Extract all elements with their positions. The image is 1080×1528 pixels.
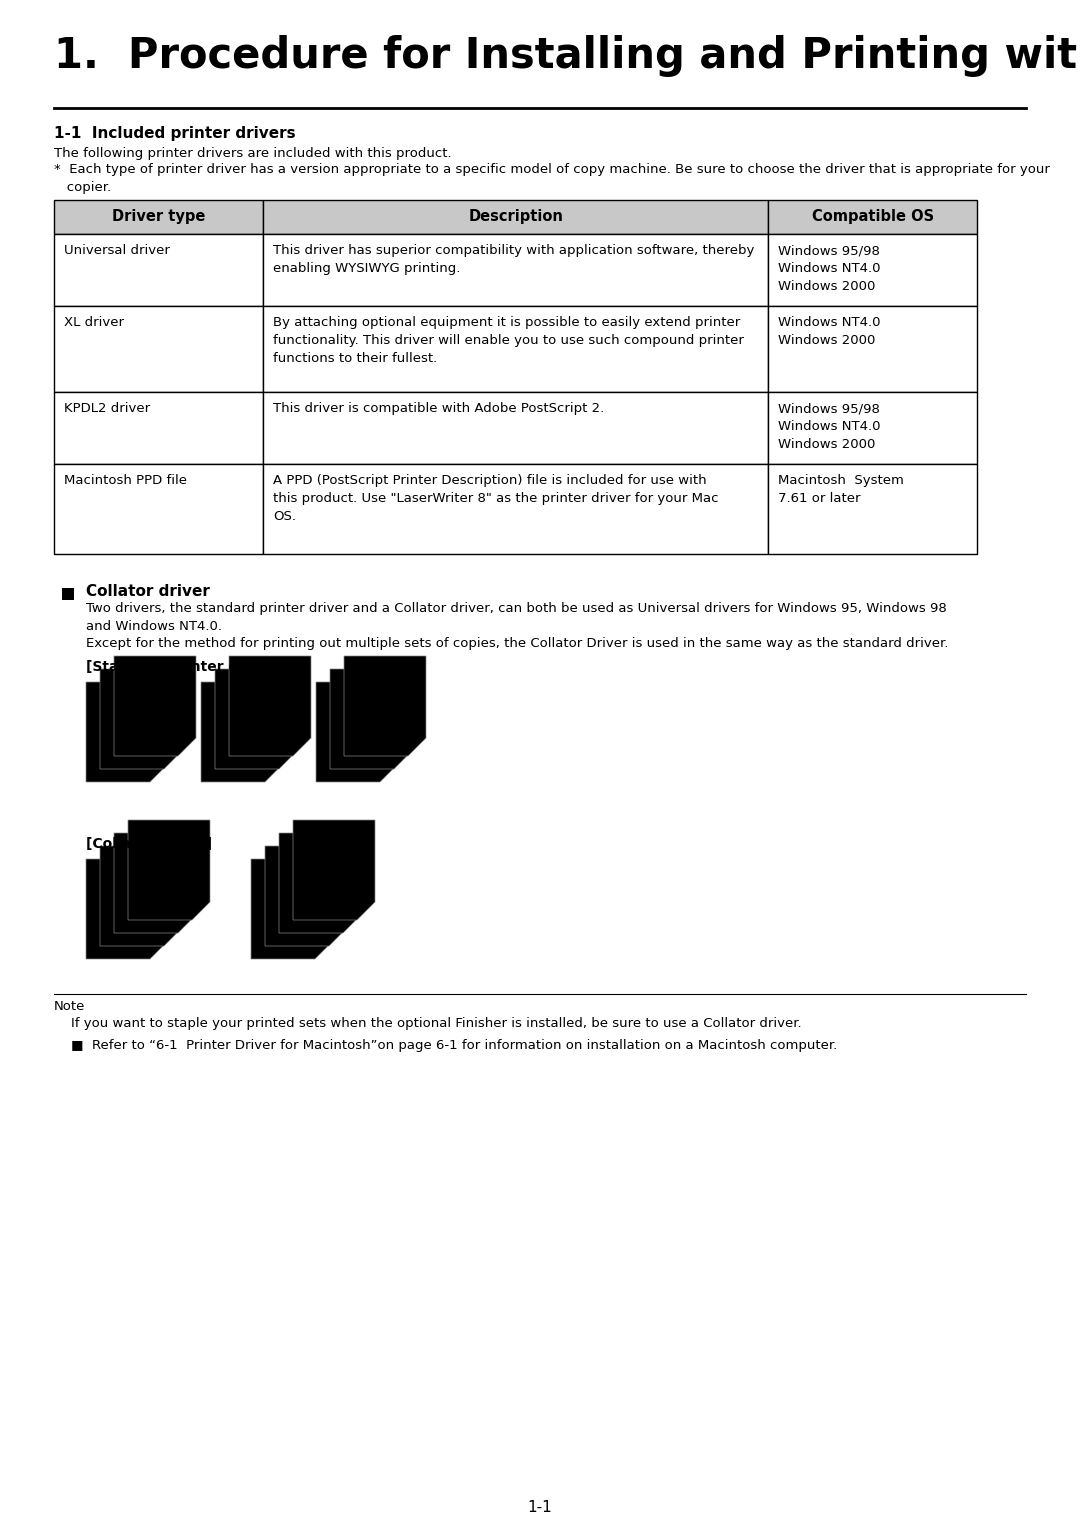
Polygon shape [129,821,210,920]
Polygon shape [114,656,195,756]
Text: Macintosh  System
7.61 or later: Macintosh System 7.61 or later [779,474,904,504]
Bar [264,393,769,465]
Polygon shape [279,833,361,934]
Text: Collator driver: Collator driver [86,584,210,599]
Text: Windows NT4.0
Windows 2000: Windows NT4.0 Windows 2000 [779,316,881,347]
Text: By attaching optional equipment it is possible to easily extend printer
function: By attaching optional equipment it is po… [273,316,744,365]
Text: If you want to staple your printed sets when the optional Finisher is installed,: If you want to staple your printed sets … [54,1018,801,1030]
Bar [264,306,769,393]
Polygon shape [293,821,375,920]
Text: 1-1: 1-1 [528,1500,552,1514]
Polygon shape [100,669,183,769]
Text: The following printer drivers are included with this product.: The following printer drivers are includ… [54,147,451,160]
Polygon shape [114,833,195,934]
Bar [264,200,769,234]
Text: Compatible OS: Compatible OS [812,209,934,225]
Polygon shape [330,669,411,769]
Bar [54,306,264,393]
Text: Driver type: Driver type [112,209,205,225]
Text: XL driver: XL driver [64,316,124,329]
Polygon shape [265,847,347,946]
Text: [Collator driver]: [Collator driver] [86,837,212,851]
Text: This driver is compatible with Adobe PostScript 2.: This driver is compatible with Adobe Pos… [273,402,604,416]
Text: 1.  Procedure for Installing and Printing with a Printer Driver: 1. Procedure for Installing and Printing… [54,35,1080,76]
Text: Universal driver: Universal driver [64,244,170,257]
Text: [Standard printer driver]: [Standard printer driver] [86,660,282,674]
Polygon shape [215,669,297,769]
Text: ■  Refer to “6-1  Printer Driver for Macintosh”on page 6-1 for information on in: ■ Refer to “6-1 Printer Driver for Macin… [54,1039,837,1051]
Polygon shape [201,681,283,782]
Bar [769,465,977,555]
Text: Note: Note [54,999,85,1013]
Text: Macintosh PPD file: Macintosh PPD file [64,474,187,487]
Polygon shape [316,681,399,782]
Polygon shape [100,847,183,946]
Bar [769,393,977,465]
Bar [62,588,75,601]
Bar [769,200,977,234]
Text: Windows 95/98
Windows NT4.0
Windows 2000: Windows 95/98 Windows NT4.0 Windows 2000 [779,402,881,451]
Bar [54,393,264,465]
Bar [54,465,264,555]
Bar [264,234,769,306]
Polygon shape [229,656,311,756]
Polygon shape [86,859,168,960]
Bar [54,200,264,234]
Text: A PPD (PostScript Printer Description) file is included for use with
this produc: A PPD (PostScript Printer Description) f… [273,474,718,523]
Text: Description: Description [469,209,563,225]
Bar [769,306,977,393]
Text: 1-1  Included printer drivers: 1-1 Included printer drivers [54,125,296,141]
Text: Windows 95/98
Windows NT4.0
Windows 2000: Windows 95/98 Windows NT4.0 Windows 2000 [779,244,881,293]
Text: *  Each type of printer driver has a version appropriate to a specific model of : * Each type of printer driver has a vers… [54,163,1050,194]
Polygon shape [86,681,168,782]
Text: Except for the method for printing out multiple sets of copies, the Collator Dri: Except for the method for printing out m… [86,637,948,649]
Bar [769,234,977,306]
Bar [264,465,769,555]
Text: Two drivers, the standard printer driver and a Collator driver, can both be used: Two drivers, the standard printer driver… [86,602,947,633]
Text: This driver has superior compatibility with application software, thereby
enabli: This driver has superior compatibility w… [273,244,754,275]
Bar [54,234,264,306]
Polygon shape [251,859,333,960]
Polygon shape [345,656,426,756]
Text: KPDL2 driver: KPDL2 driver [64,402,150,416]
